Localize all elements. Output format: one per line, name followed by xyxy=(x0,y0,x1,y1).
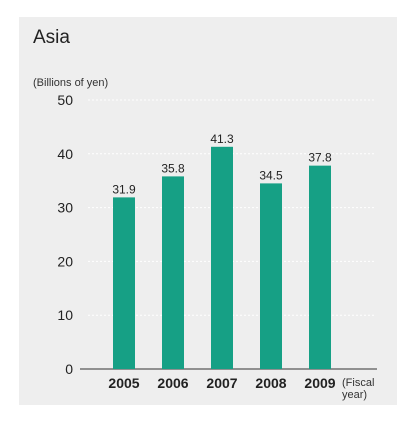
chart-panel: Asia (Billions of yen) (Fiscal year) 0 10… xyxy=(19,17,397,405)
bar xyxy=(113,197,135,369)
data-label: 34.5 xyxy=(259,168,283,182)
x-tick-label: 2009 xyxy=(304,375,335,391)
y-tick-label: 30 xyxy=(57,200,73,216)
y-tick-label: 40 xyxy=(57,146,73,162)
y-tick-label: 50 xyxy=(57,92,73,108)
data-label: 31.9 xyxy=(112,182,136,196)
data-label: 37.8 xyxy=(308,151,332,165)
data-label: 41.3 xyxy=(210,132,234,146)
x-tick-label: 2008 xyxy=(255,375,286,391)
x-axis-unit-label: (Fiscal year) xyxy=(342,377,375,401)
y-tick-label: 0 xyxy=(65,361,73,377)
data-label: 35.8 xyxy=(161,161,185,175)
x-tick-label: 2005 xyxy=(108,375,139,391)
bar xyxy=(211,146,233,369)
y-tick-label: 10 xyxy=(57,307,73,323)
bar-chart: 0 10 20 30 40 50 31.9 2005 35.8 2006 41.3 2007 34.5 2… xyxy=(57,92,377,391)
y-axis-unit-label: (Billions of yen) xyxy=(33,77,109,89)
chart-title: Asia xyxy=(33,27,70,48)
bar xyxy=(309,165,331,369)
x-tick-label: 2006 xyxy=(157,375,188,391)
x-tick-label: 2007 xyxy=(206,375,237,391)
bar xyxy=(162,176,184,369)
bar xyxy=(260,183,282,369)
y-tick-label: 20 xyxy=(57,253,73,269)
